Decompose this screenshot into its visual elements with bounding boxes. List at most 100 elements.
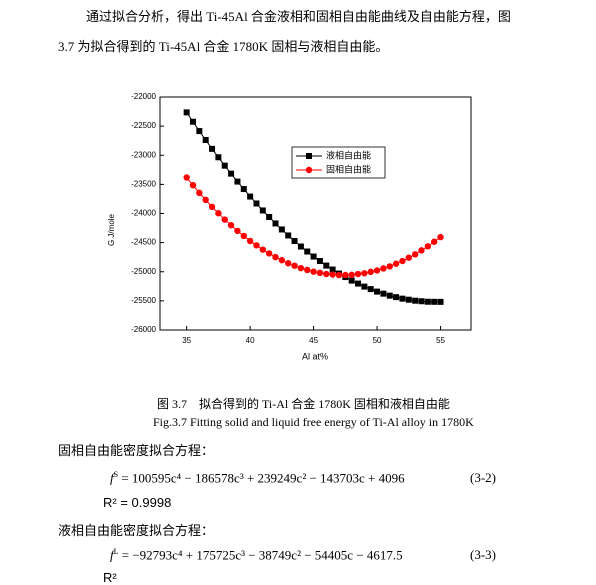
legend-label: 液相自由能 <box>326 150 371 162</box>
equation-rhs: = −92793c⁴ + 175725c³ − 38749c² − 54405c… <box>121 547 403 563</box>
equation-number: (3-3) <box>470 547 496 562</box>
data-point <box>304 248 311 255</box>
data-point <box>278 226 285 233</box>
legend-marker <box>305 166 313 174</box>
data-point <box>189 181 197 189</box>
data-point <box>234 227 241 235</box>
data-point <box>393 294 400 301</box>
data-point <box>348 271 355 279</box>
data-point <box>355 280 362 287</box>
data-point <box>285 260 292 267</box>
data-point <box>424 243 432 250</box>
data-point <box>183 109 190 116</box>
x-tick-label: 55 <box>436 336 445 345</box>
data-point <box>424 298 431 305</box>
paragraph-line: 通过拟合分析，得出 Ti-45Al 合金液相和固相自由能曲线及自由能方程，图 <box>86 9 511 24</box>
legend-label: 固相自由能 <box>326 164 371 176</box>
caption-zh: 图 3.7 拟合得到的 Ti-Al 合金 1780K 固相和液相自由能 <box>157 397 450 411</box>
y-tick-label: -24000 <box>131 209 156 218</box>
caption-en: Fig.3.7 Fitting solid and liquid free en… <box>153 415 474 429</box>
data-point <box>278 257 286 264</box>
data-point <box>240 186 247 193</box>
y-tick-label: -22000 <box>131 92 156 101</box>
data-point <box>374 288 381 295</box>
y-tick-label: -26000 <box>131 325 156 334</box>
data-point <box>310 268 317 275</box>
data-point <box>209 145 216 152</box>
data-point <box>380 290 387 297</box>
data-point <box>240 232 247 240</box>
data-point <box>367 268 374 276</box>
data-point <box>221 162 228 169</box>
data-point <box>386 263 393 270</box>
data-point <box>399 257 406 265</box>
data-point <box>227 222 235 229</box>
heading: 固相自由能密度拟合方程： <box>58 443 215 458</box>
r-squared: R² = 0.9998 <box>103 495 172 510</box>
data-point <box>272 253 279 261</box>
data-point <box>253 200 260 207</box>
data-point <box>297 264 305 272</box>
data-point <box>196 128 203 135</box>
data-point <box>342 271 349 279</box>
data-point <box>392 260 400 267</box>
data-point <box>265 250 273 257</box>
data-point <box>323 270 330 278</box>
x-tick-label: 40 <box>246 336 255 345</box>
data-point <box>418 247 425 254</box>
x-tick-label: 35 <box>182 336 191 345</box>
data-point <box>405 296 412 303</box>
data-point <box>259 207 266 214</box>
data-point <box>412 297 419 304</box>
superscript: L <box>113 547 119 556</box>
data-point <box>310 253 317 260</box>
data-point <box>196 189 203 197</box>
x-axis-label: Al at% <box>302 351 328 361</box>
data-point <box>348 277 355 284</box>
y-tick-label: -25000 <box>131 267 156 276</box>
y-tick-label: -23000 <box>131 150 156 159</box>
equation-number: (3-2) <box>470 470 496 485</box>
data-point <box>221 216 228 223</box>
y-tick-label: -24500 <box>131 238 156 247</box>
y-tick-label: -23500 <box>131 179 156 188</box>
data-point <box>215 154 222 161</box>
data-point <box>430 238 438 245</box>
data-point <box>431 298 438 305</box>
superscript: S <box>113 470 119 479</box>
data-point <box>246 237 254 245</box>
symbol: f <box>110 547 114 563</box>
data-point <box>411 251 419 258</box>
data-point <box>183 174 190 181</box>
data-point <box>208 203 216 211</box>
data-point <box>335 271 343 279</box>
data-point <box>373 267 381 274</box>
equation: fS = 100595c⁴ − 186578c³ + 239249c² − 14… <box>110 470 405 486</box>
y-tick-label: -22500 <box>131 121 156 130</box>
data-point <box>316 269 324 277</box>
data-point <box>354 270 362 278</box>
data-point <box>437 298 444 305</box>
data-point <box>297 243 304 250</box>
legend-marker <box>306 153 312 159</box>
x-tick-label: 45 <box>309 336 318 345</box>
data-point <box>329 266 336 273</box>
heading: 液相自由能密度拟合方程： <box>58 523 215 538</box>
data-point <box>259 246 267 253</box>
data-point <box>291 262 298 269</box>
equation: fL = −92793c⁴ + 175725c³ − 38749c² − 544… <box>110 547 403 563</box>
data-point <box>405 254 412 261</box>
equation-rhs: = 100595c⁴ − 186578c³ + 239249c² − 14370… <box>121 470 405 486</box>
y-axis-label: G J/mole <box>107 213 116 246</box>
data-point <box>418 298 425 305</box>
data-point <box>215 210 222 217</box>
data-point <box>190 118 197 125</box>
data-point <box>272 220 279 227</box>
data-point <box>202 136 209 143</box>
data-point <box>316 258 323 265</box>
data-point <box>266 213 273 220</box>
x-tick-label: 50 <box>373 336 382 345</box>
plot-frame <box>159 96 472 331</box>
